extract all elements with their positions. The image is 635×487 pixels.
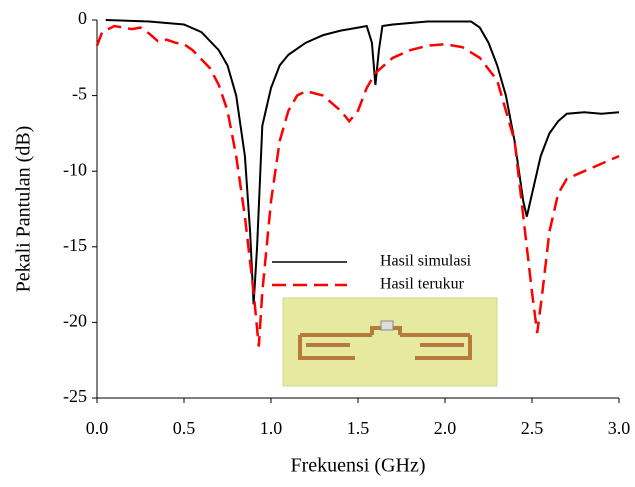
y-tick-label: -10: [63, 159, 87, 179]
y-tick-label: -20: [63, 311, 87, 331]
x-tick-label: 3.0: [608, 418, 631, 438]
series-line: [105, 19, 620, 305]
legend-label: Hasil simulasi: [380, 253, 472, 270]
x-tick-label: 0.0: [86, 418, 109, 438]
x-tick-label: 2.0: [434, 418, 457, 438]
connector: [380, 320, 394, 331]
legend-label: Hasil terukur: [380, 276, 465, 293]
series-line: [95, 24, 620, 347]
x-axis-label: Frekuensi (GHz): [291, 455, 426, 477]
y-tick-label: -25: [63, 386, 87, 406]
y-tick-label: -15: [63, 235, 87, 255]
pcb-board: [282, 297, 498, 387]
x-tick-label: 1.0: [260, 418, 283, 438]
y-tick-label: 0: [78, 8, 87, 28]
y-tick-label: -5: [72, 84, 87, 104]
y-axis-label: Pekali Pantulan (dB): [13, 126, 35, 293]
x-tick-label: 1.5: [347, 418, 370, 438]
inset-photo: [282, 297, 498, 387]
x-tick-label: 0.5: [173, 418, 196, 438]
x-tick-label: 2.5: [521, 418, 544, 438]
